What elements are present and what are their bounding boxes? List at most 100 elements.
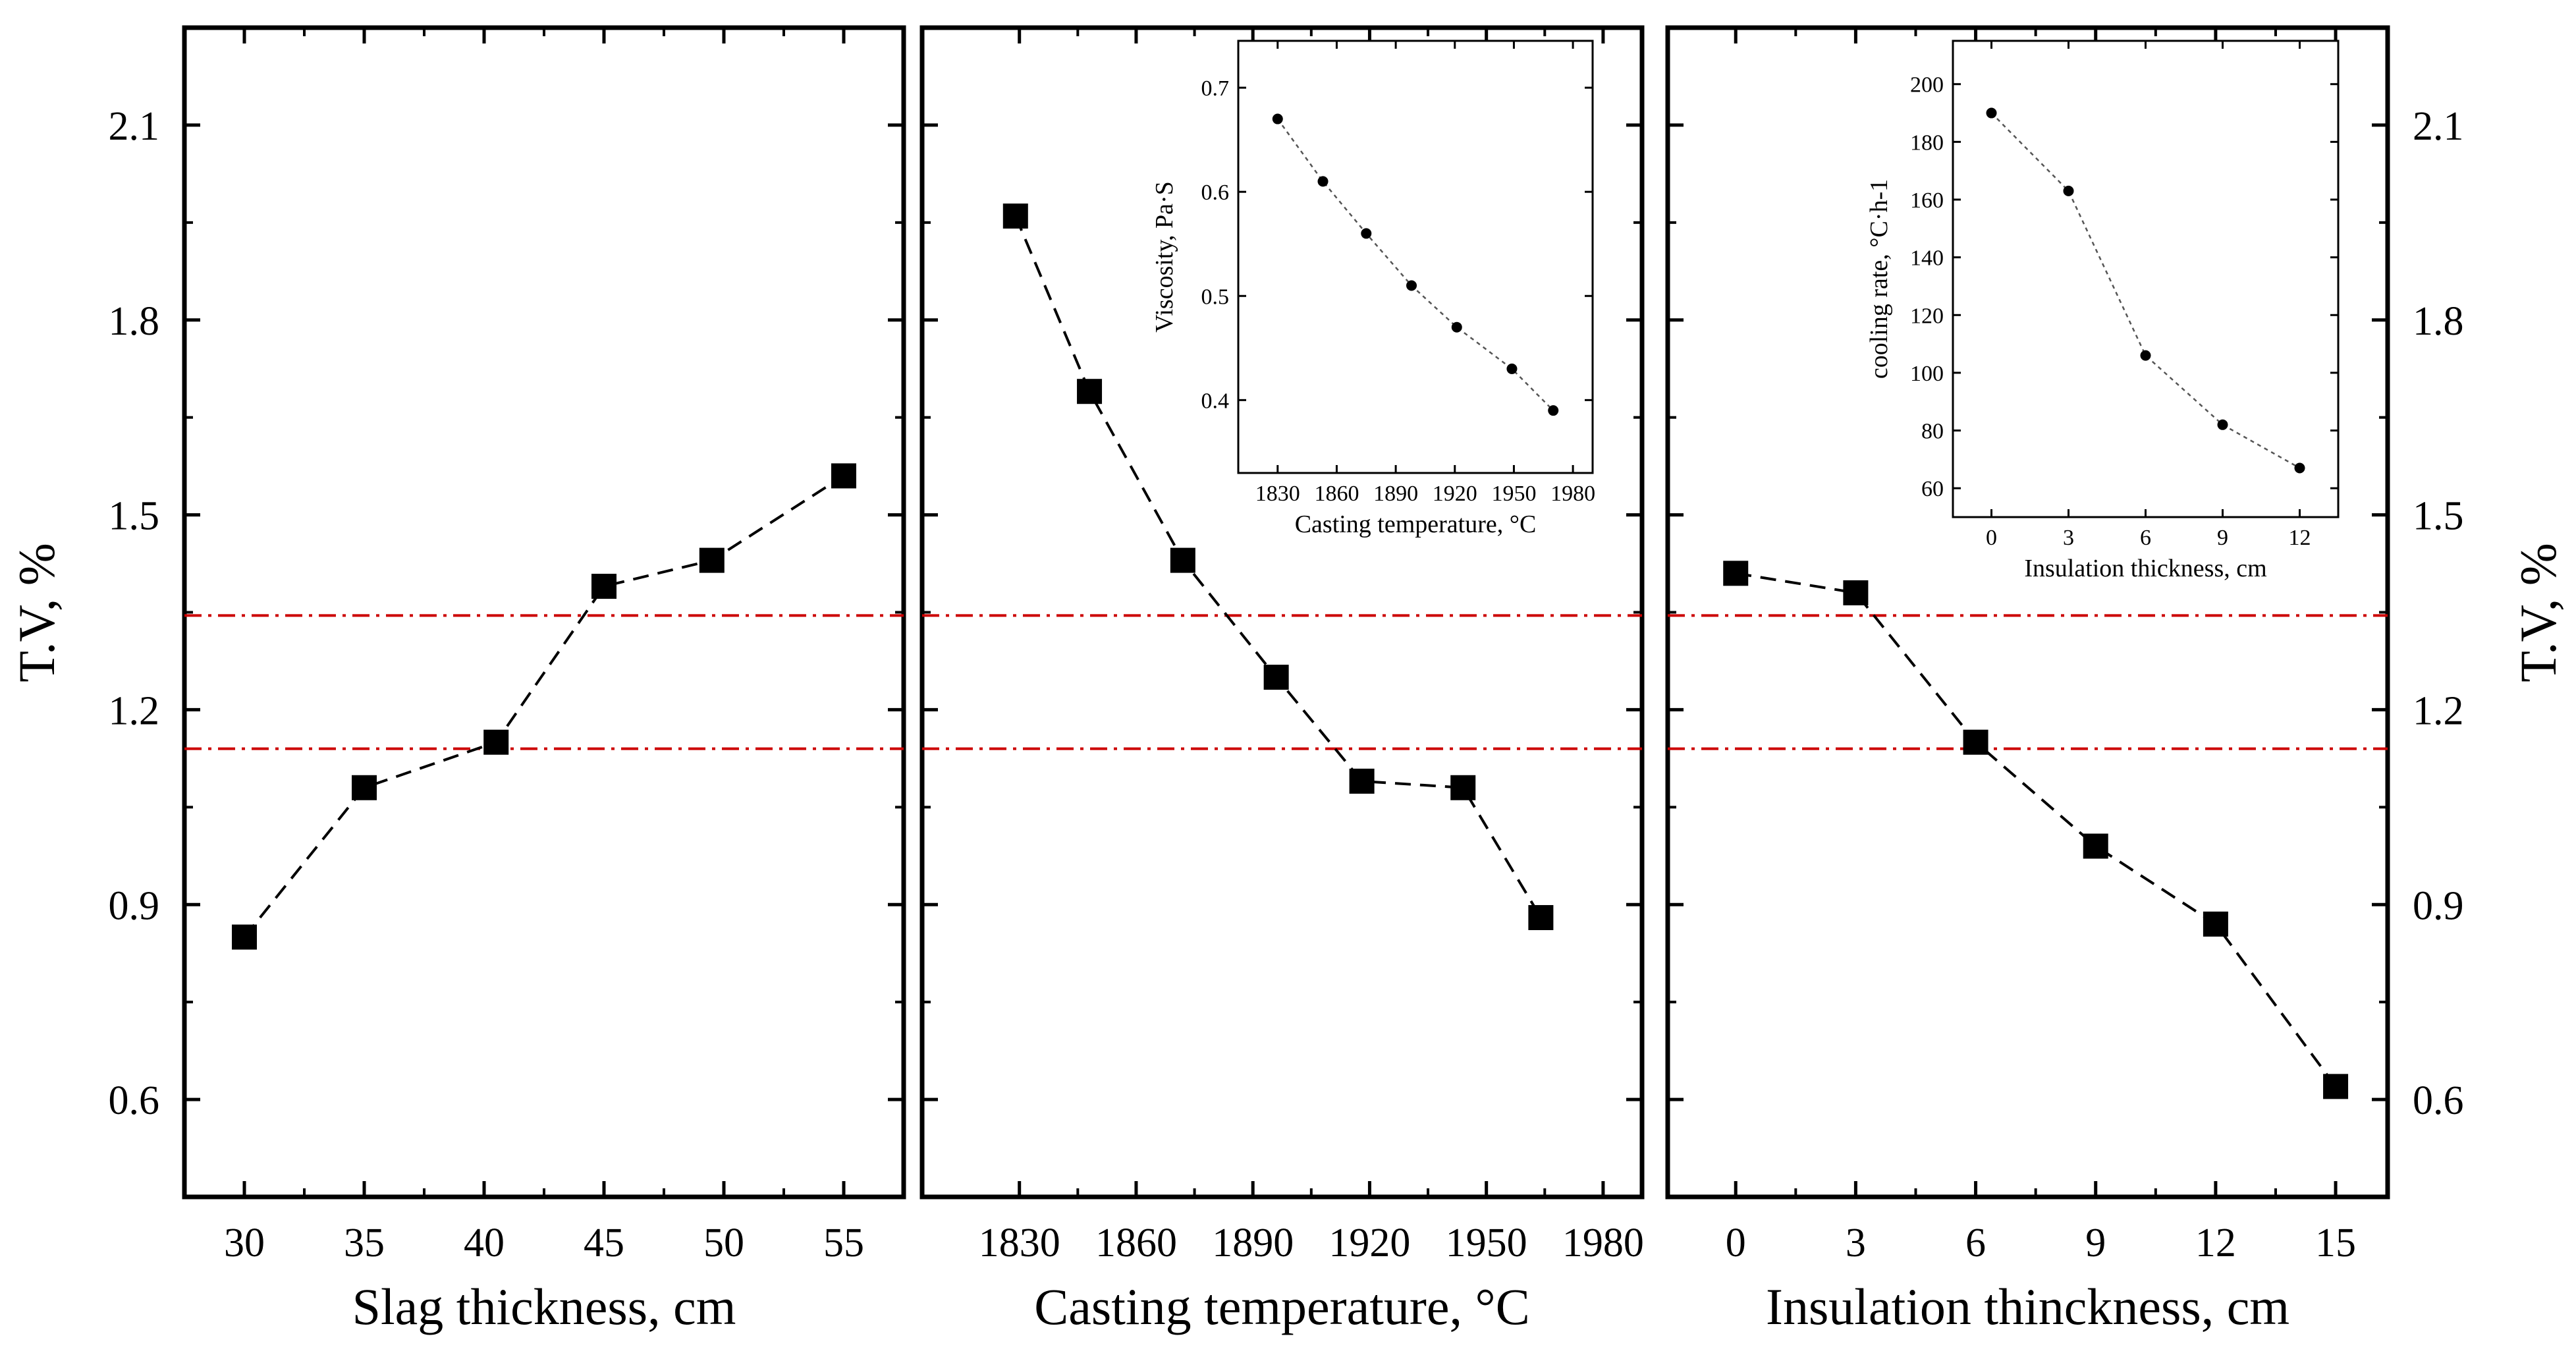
data-point: [1506, 363, 1518, 374]
x-tick-label: 1830: [979, 1221, 1060, 1265]
plot-frame: [182, 25, 906, 1200]
data-point: [1406, 280, 1417, 291]
y-tick-label: 2.1: [2413, 104, 2464, 149]
x-tick-label: 1950: [1446, 1221, 1527, 1265]
inset-x-tick-label: 1920: [1433, 482, 1477, 506]
data-point: [1263, 665, 1289, 690]
y-tick-label: 0.6: [109, 1078, 160, 1123]
y-tick-label: 1.5: [2413, 494, 2464, 539]
data-point: [2323, 1074, 2349, 1099]
inset-y-tick-label: 0.5: [1201, 285, 1230, 309]
data-point: [1170, 547, 1195, 573]
inset-x-tick-label: 3: [2063, 526, 2074, 550]
x-tick-label: 1890: [1212, 1221, 1294, 1265]
x-tick-label: 1860: [1095, 1221, 1177, 1265]
y-tick-label: 2.1: [109, 104, 160, 149]
x-axis-title: Slag thickness, cm: [352, 1278, 736, 1335]
inset-y-tick-label: 0.7: [1201, 76, 1230, 101]
inset-x-tick-label: 6: [2140, 526, 2151, 550]
inset-cooling-rate: 60 80 100 120 140 160 180 200 0 3 6 9 12 Insulation t…: [1865, 40, 2340, 582]
inset-x-tick-label: 1890: [1373, 482, 1418, 506]
data-point: [1548, 405, 1559, 416]
inset-y-tick-label: 60: [1921, 477, 1944, 501]
inset-y-tick-label: 80: [1921, 420, 1944, 444]
y-tick-label: 0.9: [109, 883, 160, 928]
data-point: [352, 775, 377, 800]
inset-x-tick-label: 0: [1986, 526, 1997, 550]
data-point: [1963, 729, 1988, 755]
x-tick-label: 50: [703, 1221, 744, 1265]
series-line: [1735, 572, 2337, 1088]
y-tick-label: 0.6: [2413, 1078, 2464, 1123]
inset-viscosity: 0.4 0.5 0.6 0.7 1830 1860 1890 1920 1950 1980 Cast…: [1151, 40, 1595, 538]
x-tick-label: 30: [224, 1221, 265, 1265]
x-tick-label: 15: [2315, 1221, 2356, 1265]
y-axis-title-right: T.V, %: [2509, 543, 2567, 682]
inset-frame: [1237, 40, 1594, 474]
x-tick-label: 6: [1965, 1221, 1986, 1265]
data-point: [2063, 185, 2074, 196]
data-point: [1528, 904, 1554, 930]
data-point: [2140, 350, 2151, 361]
data-point: [1450, 775, 1476, 800]
x-tick-label: 0: [1726, 1221, 1746, 1265]
data-point: [2217, 419, 2228, 430]
data-point: [2294, 462, 2305, 474]
inset-y-tick-label: 0.6: [1201, 180, 1230, 205]
inset-x-axis-title: Casting temperature, °C: [1295, 511, 1537, 538]
x-tick-label: 12: [2195, 1221, 2236, 1265]
inset-y-tick-label: 120: [1910, 304, 1944, 328]
data-point: [831, 463, 856, 489]
panel-1: 0.6 0.9 1.2 1.5 1.8 2.1 30 35 40 45 50 55 Slag thick…: [109, 25, 906, 1335]
data-point: [2083, 833, 2108, 859]
data-point: [699, 547, 725, 573]
data-point: [1317, 176, 1329, 187]
data-point: [591, 574, 617, 599]
panel-3: 0.6 0.9 1.2 1.5 1.8 2.1 0 3 6 9 12 15 Insulation thi…: [1665, 25, 2464, 1335]
y-tick-label: 1.8: [2413, 299, 2464, 344]
inset-y-tick-label: 0.4: [1201, 389, 1230, 413]
inset-x-tick-label: 1860: [1314, 482, 1359, 506]
data-point: [1451, 321, 1462, 333]
data-point: [1077, 379, 1103, 404]
data-point: [1002, 203, 1028, 229]
x-tick-label: 40: [464, 1221, 505, 1265]
data-point: [1843, 580, 1869, 605]
inset-frame: [1952, 40, 2340, 518]
inset-x-tick-label: 12: [2289, 526, 2311, 550]
inset-x-tick-label: 1950: [1491, 482, 1536, 506]
inset-x-tick-label: 1980: [1550, 482, 1595, 506]
y-tick-label: 1.2: [2413, 688, 2464, 733]
x-tick-label: 1980: [1562, 1221, 1644, 1265]
data-point: [1723, 561, 1749, 586]
inset-x-tick-label: 9: [2217, 526, 2228, 550]
inset-y-axis-title: cooling rate, °C·h-1: [1865, 179, 1893, 379]
inset-y-tick-label: 100: [1910, 362, 1944, 386]
x-tick-label: 1920: [1329, 1221, 1410, 1265]
inset-x-tick-label: 1830: [1255, 482, 1300, 506]
x-axis-title: Insulation thinckness, cm: [1766, 1278, 2289, 1335]
x-tick-label: 35: [344, 1221, 385, 1265]
y-tick-label: 1.5: [109, 494, 160, 539]
y-axis-title-left: T.V, %: [8, 543, 65, 682]
data-point: [1272, 113, 1283, 124]
x-tick-label: 9: [2085, 1221, 2106, 1265]
data-point: [1349, 768, 1375, 794]
data-point: [483, 729, 509, 755]
y-tick-label: 1.2: [109, 688, 160, 733]
inset-y-tick-label: 180: [1910, 130, 1944, 155]
series-line: [1990, 112, 2301, 469]
inset-y-tick-label: 140: [1910, 246, 1944, 271]
x-tick-label: 45: [584, 1221, 624, 1265]
inset-y-tick-label: 160: [1910, 188, 1944, 213]
y-tick-label: 1.8: [109, 299, 160, 344]
x-tick-label: 55: [823, 1221, 864, 1265]
data-point: [1361, 228, 1372, 239]
data-point: [2203, 911, 2228, 937]
inset-y-tick-label: 200: [1910, 73, 1944, 97]
y-tick-label: 0.9: [2413, 883, 2464, 928]
inset-y-axis-title: Viscosity, Pa·S: [1151, 181, 1178, 333]
x-axis-title: Casting temperature, °C: [1034, 1278, 1530, 1335]
x-tick-label: 3: [1846, 1221, 1866, 1265]
